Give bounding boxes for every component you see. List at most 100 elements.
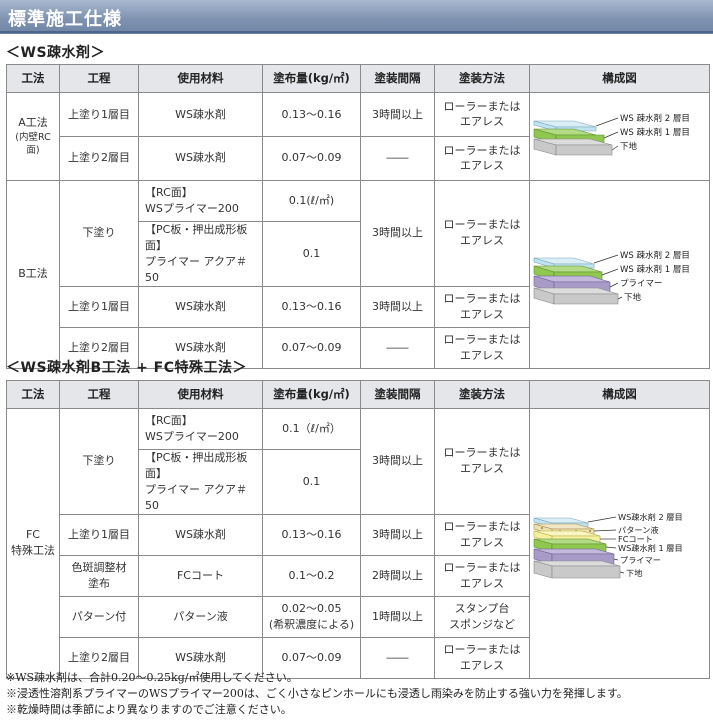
table-header-row: 工法 工程 使用材料 塗布量(kg/㎡) 塗装間隔 塗装方法 構成図 [6,380,710,409]
section2-heading: ＜WS疎水剤B工法 + FC特殊工法＞ [6,360,248,376]
material-cell: 【PC板・押出成形板面】 プライマー アクア＃50 [138,220,263,287]
diagram-label: 下地 [624,292,642,303]
how-line: エアレス [460,234,504,248]
spec-table-1: 工法 工程 使用材料 塗布量(kg/㎡) 塗装間隔 塗装方法 構成図 A工法 (… [6,64,710,369]
table-header-row: 工法 工程 使用材料 塗布量(kg/㎡) 塗装間隔 塗装方法 構成図 [6,64,710,93]
col-header: 塗装間隔 [360,380,435,409]
interval-cell: ―― [360,135,435,181]
how-line: エアレス [460,658,504,672]
material-cell: 【RC面】 WSプライマー200 [138,179,263,222]
step-line: 色斑調整材 [71,560,127,574]
table-row: 上塗り1層目 WS疎水剤 0.13〜0.16 3時間以上 ローラーまたは エアレ… [7,285,710,328]
col-header: 使用材料 [138,64,263,93]
how-line: エアレス [460,159,504,173]
diagram-label: 下地 [626,568,642,578]
method-how-cell: ローラーまたは エアレス [434,554,530,597]
material-line: 【RC面】 [145,414,193,428]
method-how-cell: ローラーまたは エアレス [434,179,530,287]
interval-cell: 2時間以上 [360,554,435,597]
material-cell: WS疎水剤 [138,92,263,137]
col-header: 工法 [6,64,60,93]
diagram-cell-fc: WS疎水剤 2 層目 パターン液 FCコート WS疎水剤 1 層目 プライマー … [529,408,710,679]
material-cell: WS疎水剤 [138,636,263,679]
table-row: 上塗り1層目 WS疎水剤 0.13〜0.16 3時間以上 ローラーまたは エアレ… [7,513,710,556]
diagram-label: プライマー [620,555,661,565]
how-line: エアレス [460,535,504,549]
footnote: ※WS疎水剤は、合計0.20〜0.25kg/㎡使用してください。 [6,671,298,684]
material-cell: WS疎水剤 [138,135,263,181]
method-cell: B工法 [6,179,60,369]
method-how-cell: スタンプ台 スポンジなど [434,595,530,638]
amount-cell: 0.07〜0.09 [262,326,361,369]
layer-diagram-fc: WS疎水剤 2 層目 パターン液 FCコート WS疎水剤 1 層目 プライマー … [533,512,683,579]
material-line: 【PC板・押出成形板面】 [145,222,248,252]
table-row: 【PC板・押出成形板面】 プライマー アクア＃50 0.1 [7,220,710,287]
method-cell: FC 特殊工法 [6,408,60,679]
how-line: ローラーまたは [443,218,521,232]
method-how-cell: ローラーまたは エアレス [434,285,530,328]
material-cell: WS疎水剤 [138,513,263,556]
diagram-label: WS疎水剤 2 層目 [618,512,683,522]
diagram-cell-b: WS 疎水剤 2 層目 WS 疎水剤 1 層目 プライマー 下地 [529,179,710,369]
step-cell: 上塗り2層目 [59,135,139,181]
step-cell: 上塗り1層目 [59,285,139,328]
how-line: ローラーまたは [443,291,521,305]
page-title: 標準施工仕様 [8,9,122,30]
material-cell: 【PC板・押出成形板面】 プライマー アクア＃50 [138,449,263,515]
col-header: 塗布量(kg/㎡) [262,64,361,93]
col-header: 工法 [6,380,60,409]
table-row: 色斑調整材 塗布 FCコート 0.1〜0.2 2時間以上 ローラーまたは エアレ… [7,554,710,597]
diagram-label: パターン液 [618,525,659,535]
section1-heading: ＜WS疎水剤＞ [6,45,106,61]
method-cell: A工法 (内壁RC面) [6,92,60,181]
how-line: ローラーまたは [443,560,521,574]
diagram-label: 下地 [620,141,638,152]
step-cell: 色斑調整材 塗布 [59,554,139,597]
interval-cell: ―― [360,636,435,679]
col-header: 構成図 [529,380,710,409]
table-row: FC 特殊工法 下塗り 【RC面】 WSプライマー200 0.1（ℓ/㎡） 3時… [6,408,710,679]
how-line: エアレス [460,462,504,476]
how-line: ローラーまたは [443,332,521,346]
table-row: 上塗り2層目 WS疎水剤 0.07〜0.09 ―― ローラーまたは エアレス [7,135,710,181]
how-line: スポンジなど [449,617,515,631]
diagram-cell-a: WS 疎水剤 2 層目 WS 疎水剤 1 層目 下地 [529,92,710,181]
amount-cell: 0.13〜0.16 [262,285,361,328]
diagram-label: WS 疎水剤 1 層目 [620,127,690,138]
amount-cell: 0.1（ℓ/㎡） [262,408,361,450]
how-line: エアレス [460,576,504,590]
method-how-cell: ローラーまたは エアレス [434,92,530,137]
how-line: ローラーまたは [443,143,521,157]
table-row: A工法 (内壁RC面) 上塗り1層目 WS疎水剤 0.13〜0.16 3時間以上… [6,92,710,181]
amount-cell: 0.1〜0.2 [262,554,361,597]
step-cell: 上塗り1層目 [59,92,139,137]
material-line: 【RC面】 [145,186,193,199]
how-line: ローラーまたは [443,642,521,656]
footnote: ※浸透性溶剤系プライマーのWSプライマー200は、ごく小さなピンホールにも浸透し… [6,687,628,700]
step-cell: パターン付 [59,595,139,638]
diagram-label: FCコート [618,534,653,544]
diagram-label: WS疎水剤 1 層目 [618,543,683,553]
material-cell: パターン液 [138,595,263,638]
interval-cell: ―― [360,326,435,369]
diagram-label: WS 疎水剤 1 層目 [620,264,690,275]
amount-cell: 0.02〜0.05 (希釈濃度による) [262,595,361,638]
amount-cell: 0.1 [262,449,361,515]
layer-diagram-a: WS 疎水剤 2 層目 WS 疎水剤 1 層目 下地 [533,113,690,156]
step-cell: 下塗り [59,408,139,515]
table-row: B工法 下塗り 【RC面】 WSプライマー200 0.1(ℓ/㎡) 3時間以上 … [6,179,710,369]
how-line: ローラーまたは [443,99,521,113]
title-rule [0,31,713,33]
material-line: WSプライマー200 [145,430,239,443]
interval-cell: 3時間以上 [360,408,435,515]
how-line: ローラーまたは [443,446,521,460]
title-bar: 標準施工仕様 [0,0,713,34]
step-cell: 上塗り2層目 [59,636,139,679]
method-how-cell: ローラーまたは エアレス [434,408,530,515]
table-row: パターン付 パターン液 0.02〜0.05 (希釈濃度による) 1時間以上 スタ… [7,595,710,638]
amount-line: (希釈濃度による) [268,617,355,631]
col-header: 構成図 [529,64,710,93]
material-line: プライマー アクア＃50 [145,254,247,284]
table-row: 【PC板・押出成形板面】 プライマー アクア＃50 0.1 [7,449,710,515]
col-header: 塗装方法 [434,64,530,93]
